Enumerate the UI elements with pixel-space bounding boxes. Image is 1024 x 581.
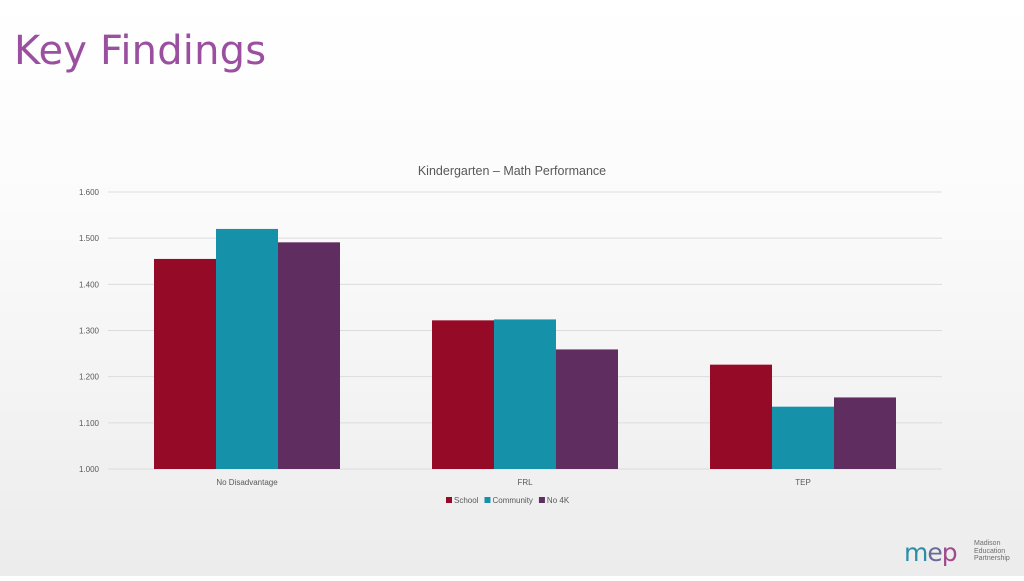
legend-swatch bbox=[446, 497, 452, 503]
x-tick-label: TEP bbox=[795, 478, 811, 487]
y-tick-label: 1.000 bbox=[79, 465, 100, 474]
slide-title: Key Findings bbox=[14, 28, 267, 74]
legend-label: No 4K bbox=[547, 496, 570, 505]
y-tick-label: 1.600 bbox=[79, 188, 100, 197]
x-tick-label: No Disadvantage bbox=[216, 478, 278, 487]
legend-swatch bbox=[538, 497, 545, 503]
chart-title: Kindergarten – Math Performance bbox=[418, 164, 606, 178]
legend-label: School bbox=[454, 496, 479, 505]
bar-no-4k bbox=[834, 397, 896, 469]
bar-school bbox=[432, 320, 494, 469]
bar-no-4k bbox=[278, 242, 340, 469]
bar-community bbox=[772, 406, 834, 469]
bar-community bbox=[494, 319, 556, 469]
logo-mark: mep bbox=[904, 538, 958, 567]
y-tick-label: 1.500 bbox=[79, 234, 100, 243]
bar-school bbox=[154, 258, 216, 469]
y-tick-label: 1.200 bbox=[79, 373, 100, 382]
x-tick-label: FRL bbox=[517, 478, 533, 487]
bar-no-4k bbox=[556, 349, 618, 469]
y-tick-label: 1.300 bbox=[79, 327, 100, 336]
legend-label: Community bbox=[492, 496, 532, 505]
y-tick-label: 1.100 bbox=[79, 419, 100, 428]
logo-text: Madison Education Partnership bbox=[974, 540, 1010, 562]
bar-school bbox=[710, 364, 772, 469]
bar-community bbox=[216, 228, 278, 469]
legend-swatch bbox=[484, 497, 491, 503]
y-tick-label: 1.400 bbox=[79, 280, 100, 289]
mep-logo: mep Madison Education Partnership bbox=[904, 534, 1014, 568]
